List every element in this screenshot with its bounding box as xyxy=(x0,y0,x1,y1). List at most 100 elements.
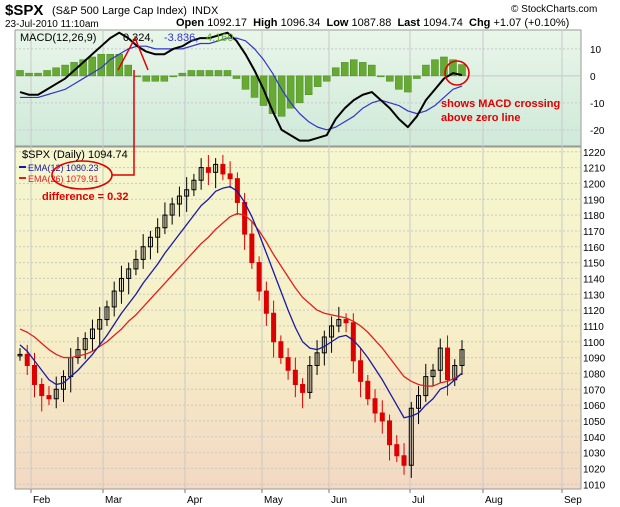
quote-line: Open 1092.17 High 1096.34 Low 1087.88 La… xyxy=(176,17,569,29)
x-tick-label: May xyxy=(264,495,283,506)
price-legend-ema26: EMA(26) 1079.91 xyxy=(28,174,99,184)
price-bar-body xyxy=(104,306,110,321)
macd-histogram-bar xyxy=(422,64,430,77)
price-y-tick-label: 1010 xyxy=(583,480,606,491)
ema12-line xyxy=(19,185,463,419)
price-bar-body xyxy=(75,349,81,359)
macd-histogram-bar xyxy=(88,56,96,77)
price-y-tick-label: 1170 xyxy=(583,227,605,238)
macd-crossing-circle xyxy=(444,60,470,86)
macd-y-tick-label: 10 xyxy=(590,45,602,56)
price-bar-body xyxy=(53,388,59,400)
price-bar-body xyxy=(358,360,364,382)
price-y-tick-label: 1100 xyxy=(583,338,605,349)
price-bar-body xyxy=(307,365,313,393)
price-bar-body xyxy=(271,312,277,343)
macd-histogram-bar xyxy=(413,75,421,79)
price-legend-label: $SPX (Daily) 1094.74 xyxy=(22,149,128,161)
price-bar-body xyxy=(249,233,255,264)
macd-histogram-bar xyxy=(61,64,69,77)
signal-line xyxy=(20,37,463,131)
price-bar-body xyxy=(82,338,88,351)
price-bar-body xyxy=(140,246,146,260)
price-bar-body xyxy=(184,189,190,197)
price-bar-body xyxy=(387,420,393,446)
price-bar-body xyxy=(300,384,306,393)
price-bar-body xyxy=(147,236,153,248)
macd-legend-hist: 4.160 xyxy=(206,32,234,44)
price-bar-body xyxy=(126,268,132,279)
price-bar-body xyxy=(220,163,226,175)
quote-date: 23-Jul-2010 11:10am xyxy=(5,19,99,30)
macd-histogram-bar xyxy=(124,64,132,77)
macd-histogram-bar xyxy=(304,75,313,95)
macd-histogram-bar xyxy=(187,70,196,77)
macd-histogram-bar xyxy=(34,72,42,77)
macd-histogram-bar xyxy=(268,75,277,114)
price-y-tick-label: 1180 xyxy=(583,211,605,222)
price-bar-body xyxy=(401,455,407,466)
price-y-tick-label: 1160 xyxy=(583,243,605,254)
open-label: Open xyxy=(176,17,205,29)
price-y-tick-label: 1090 xyxy=(583,354,606,365)
difference-annotation: difference = 0.32 xyxy=(42,191,129,203)
macd-histogram-bar xyxy=(295,75,304,104)
exchange-label: INDX xyxy=(192,5,219,17)
price-bar-body xyxy=(97,319,103,330)
macd-histogram-bar xyxy=(142,75,151,82)
macd-histogram-bar xyxy=(386,75,394,82)
macd-histogram-bar xyxy=(16,70,24,77)
index-name: (S&P 500 Large Cap Index) xyxy=(52,5,187,17)
macd-histogram-bar xyxy=(340,62,349,77)
chg-value: +1.07 (+0.10%) xyxy=(493,17,570,29)
difference-connector xyxy=(112,70,135,176)
price-bar-body xyxy=(343,319,349,324)
macd-histogram-bar xyxy=(214,70,223,77)
price-y-tick-label: 1200 xyxy=(583,179,606,190)
macd-histogram-bar xyxy=(196,70,205,77)
chg-label: Chg xyxy=(469,17,491,29)
price-bar-body xyxy=(329,325,335,338)
x-tick-label: Apr xyxy=(187,495,203,506)
macd-legend-macd: 0.324, xyxy=(123,32,154,44)
price-y-tick-label: 1210 xyxy=(583,164,606,175)
price-bar-body xyxy=(191,179,197,191)
price-y-tick-label: 1140 xyxy=(583,274,605,285)
macd-histogram-bar xyxy=(52,67,60,77)
macd-histogram-bar xyxy=(169,75,178,78)
macd-histogram-bar xyxy=(79,59,87,77)
macd-histogram-bar xyxy=(449,59,457,77)
price-y-tick-label: 1050 xyxy=(583,417,606,428)
macd-histogram-bar xyxy=(404,75,412,93)
price-bar-body xyxy=(430,369,436,378)
price-bar-body xyxy=(242,201,248,235)
macd-histogram-bar xyxy=(205,70,214,77)
macd-histogram-bar xyxy=(313,75,322,87)
price-y-tick-label: 1040 xyxy=(583,433,606,444)
last-label: Last xyxy=(397,17,421,29)
price-y-tick-label: 1150 xyxy=(583,259,605,270)
price-bar-body xyxy=(416,395,422,409)
price-bar-body xyxy=(118,277,124,292)
symbol-title: $SPX xyxy=(5,2,44,19)
price-bar-body xyxy=(39,384,45,397)
x-tick-label: Jun xyxy=(331,495,347,506)
crossing-annotation-line2: above zero line xyxy=(441,112,520,124)
price-y-tick-label: 1030 xyxy=(583,449,606,460)
price-bar-body xyxy=(372,398,378,414)
macd-histogram-bar xyxy=(250,75,259,98)
macd-y-tick-label: -10 xyxy=(590,99,605,110)
crossing-annotation-line1: shows MACD crossing xyxy=(441,98,560,110)
macd-histogram-bar xyxy=(160,75,169,82)
price-bar-body xyxy=(198,167,204,181)
macd-histogram-bar xyxy=(223,70,232,77)
ema26-line xyxy=(19,212,463,387)
macd-histogram-bar xyxy=(106,54,114,77)
price-bar-body xyxy=(213,163,219,173)
macd-histogram-bar xyxy=(133,75,142,78)
low-value: 1087.88 xyxy=(351,17,392,29)
macd-histogram-bar xyxy=(151,75,160,82)
price-bar-body xyxy=(133,258,139,270)
last-value: 1094.74 xyxy=(423,17,463,29)
